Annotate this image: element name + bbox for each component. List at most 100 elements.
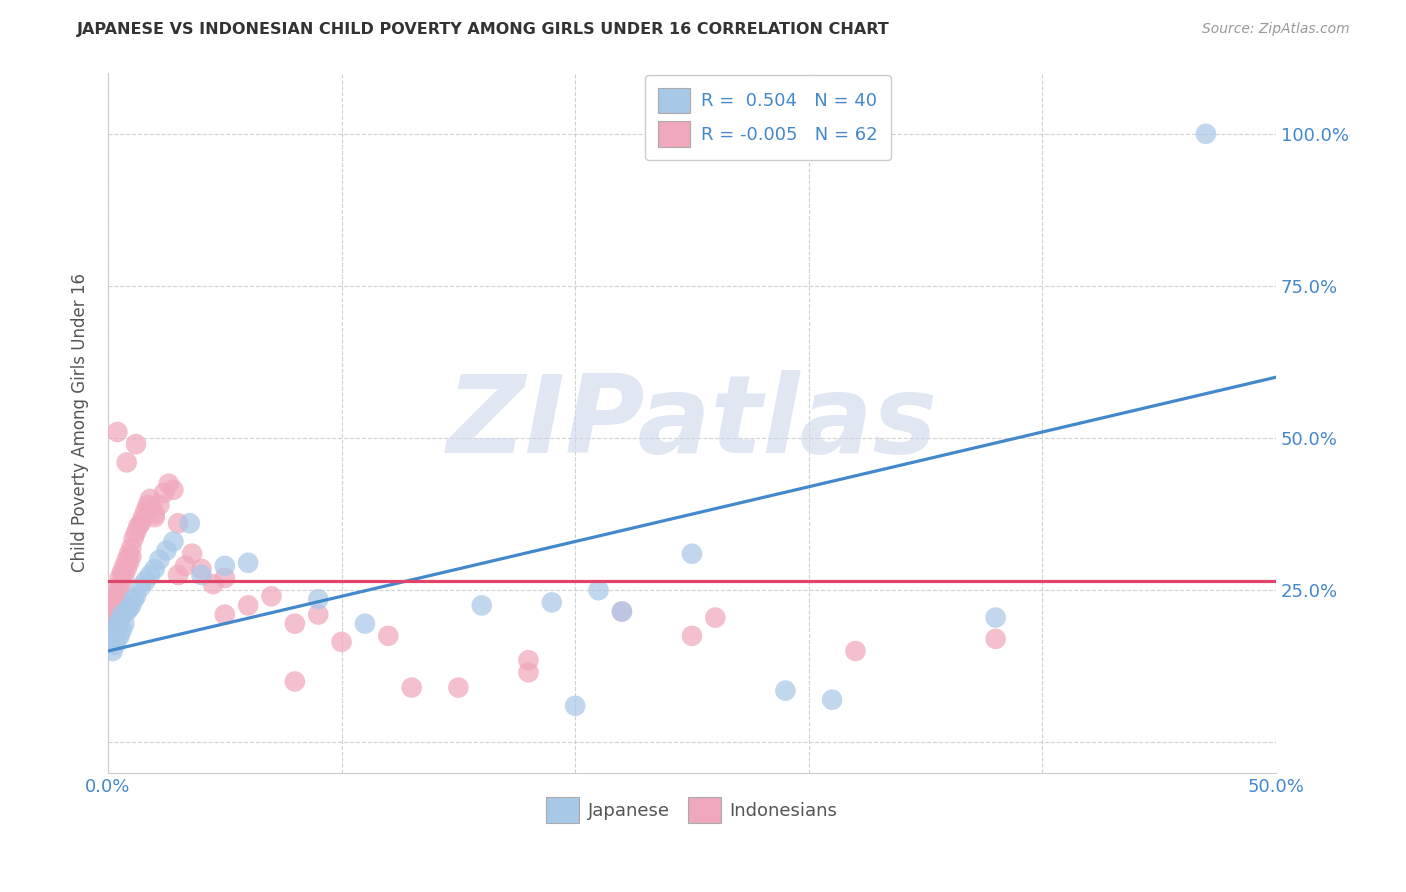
Point	[118, 547, 141, 561]
Point	[105, 425, 128, 439]
Point	[148, 553, 170, 567]
Point	[143, 510, 166, 524]
Point	[143, 507, 166, 521]
Text: Source: ZipAtlas.com: Source: ZipAtlas.com	[1202, 22, 1350, 37]
Point	[127, 519, 149, 533]
Point	[125, 437, 148, 451]
Point	[284, 674, 307, 689]
Point	[202, 577, 225, 591]
Point	[162, 483, 184, 497]
Point	[104, 623, 127, 637]
Point	[108, 571, 131, 585]
Point	[105, 592, 128, 607]
Point	[115, 605, 138, 619]
Point	[108, 580, 131, 594]
Point	[190, 562, 212, 576]
Point	[155, 543, 177, 558]
Point	[134, 504, 156, 518]
Point	[307, 592, 329, 607]
Point	[120, 541, 142, 555]
Point	[167, 568, 190, 582]
Point	[115, 455, 138, 469]
Point	[179, 516, 201, 531]
Point	[260, 589, 283, 603]
Point	[101, 599, 124, 613]
Point	[111, 574, 134, 588]
Legend: Japanese, Indonesians: Japanese, Indonesians	[536, 787, 848, 834]
Point	[330, 635, 353, 649]
Point	[307, 607, 329, 622]
Point	[447, 681, 470, 695]
Point	[984, 632, 1007, 646]
Point	[214, 558, 236, 573]
Point	[564, 698, 586, 713]
Point	[1195, 127, 1218, 141]
Point	[112, 616, 135, 631]
Text: ZIPatlas: ZIPatlas	[447, 370, 938, 475]
Point	[120, 599, 142, 613]
Point	[517, 653, 540, 667]
Point	[125, 525, 148, 540]
Point	[105, 583, 128, 598]
Point	[214, 571, 236, 585]
Point	[190, 568, 212, 582]
Point	[129, 580, 152, 594]
Point	[101, 614, 124, 628]
Point	[112, 558, 135, 573]
Point	[588, 583, 610, 598]
Point	[98, 605, 121, 619]
Point	[681, 629, 703, 643]
Point	[120, 549, 142, 564]
Point	[821, 692, 844, 706]
Point	[141, 501, 163, 516]
Point	[517, 665, 540, 680]
Point	[401, 681, 423, 695]
Point	[354, 616, 377, 631]
Point	[122, 532, 145, 546]
Point	[104, 601, 127, 615]
Point	[125, 589, 148, 603]
Point	[118, 556, 141, 570]
Point	[153, 486, 176, 500]
Point	[111, 607, 134, 622]
Point	[236, 599, 259, 613]
Point	[157, 476, 180, 491]
Point	[104, 638, 127, 652]
Point	[704, 610, 727, 624]
Point	[162, 534, 184, 549]
Point	[105, 632, 128, 646]
Point	[132, 510, 155, 524]
Point	[214, 607, 236, 622]
Point	[129, 516, 152, 531]
Point	[167, 516, 190, 531]
Point	[122, 592, 145, 607]
Point	[775, 683, 797, 698]
Point	[284, 616, 307, 631]
Point	[471, 599, 494, 613]
Point	[174, 558, 197, 573]
Point	[118, 601, 141, 615]
Point	[101, 629, 124, 643]
Point	[111, 565, 134, 579]
Point	[377, 629, 399, 643]
Point	[139, 568, 162, 582]
Point	[104, 589, 127, 603]
Point	[181, 547, 204, 561]
Point	[111, 623, 134, 637]
Point	[540, 595, 562, 609]
Text: JAPANESE VS INDONESIAN CHILD POVERTY AMONG GIRLS UNDER 16 CORRELATION CHART: JAPANESE VS INDONESIAN CHILD POVERTY AMO…	[77, 22, 890, 37]
Point	[143, 562, 166, 576]
Y-axis label: Child Poverty Among Girls Under 16: Child Poverty Among Girls Under 16	[72, 273, 89, 573]
Point	[108, 629, 131, 643]
Point	[139, 491, 162, 506]
Point	[98, 635, 121, 649]
Point	[115, 562, 138, 576]
Point	[108, 614, 131, 628]
Point	[98, 616, 121, 631]
Point	[148, 498, 170, 512]
Point	[236, 556, 259, 570]
Point	[610, 605, 633, 619]
Point	[101, 644, 124, 658]
Point	[134, 574, 156, 588]
Point	[681, 547, 703, 561]
